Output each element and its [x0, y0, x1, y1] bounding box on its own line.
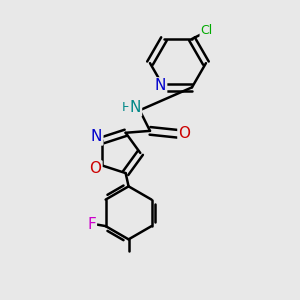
- Text: F: F: [87, 217, 96, 232]
- Text: N: N: [155, 78, 166, 93]
- Text: O: O: [178, 126, 190, 141]
- Text: H: H: [122, 101, 131, 114]
- Text: O: O: [89, 161, 101, 176]
- Text: Cl: Cl: [201, 25, 213, 38]
- Text: N: N: [130, 100, 141, 116]
- Text: N: N: [91, 130, 102, 145]
